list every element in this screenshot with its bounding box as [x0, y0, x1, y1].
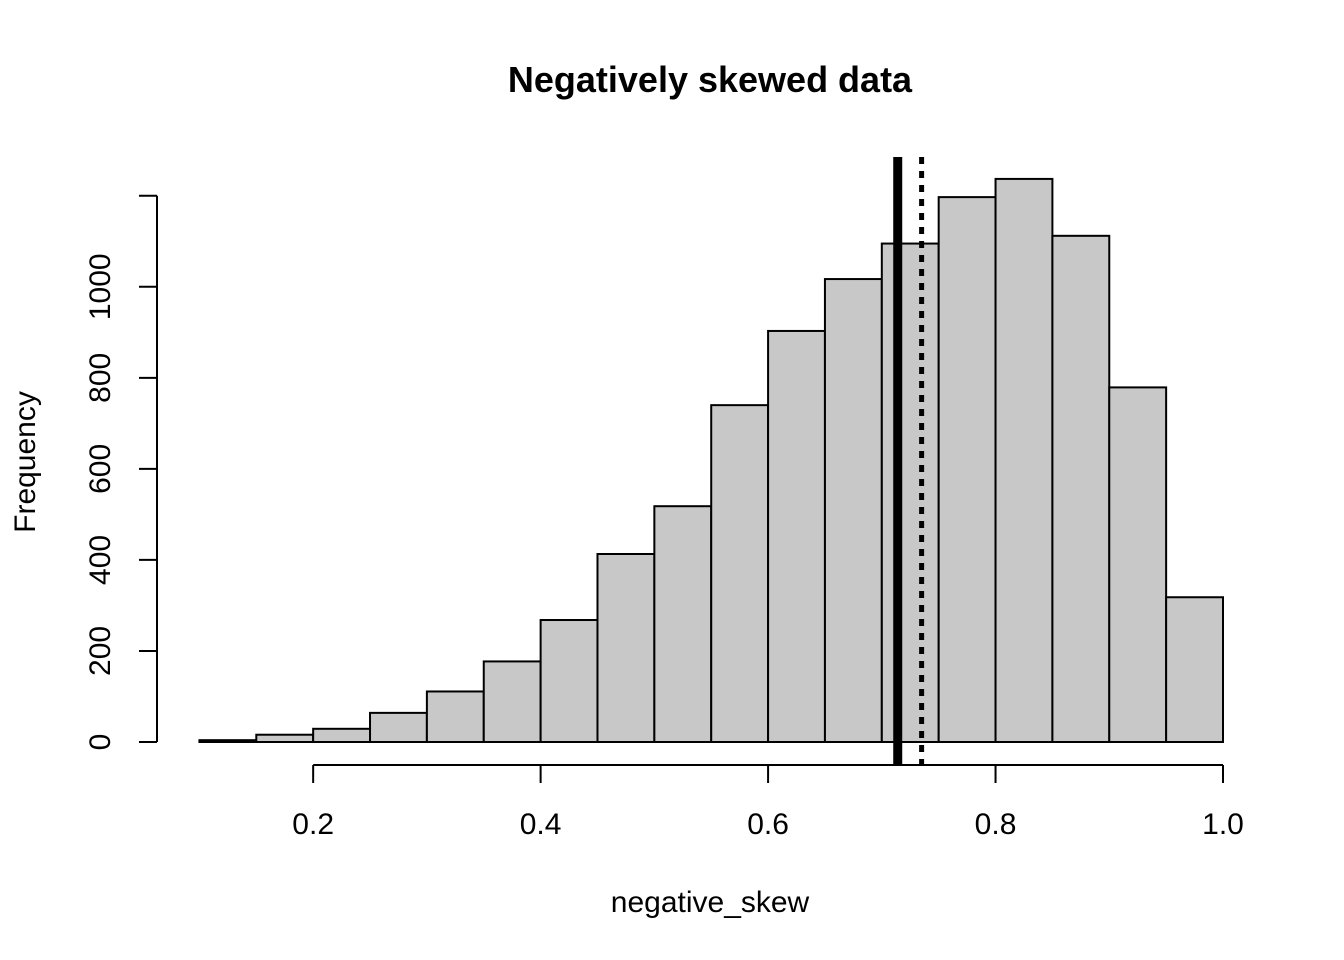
- histogram-bar: [312, 727, 372, 743]
- y-axis: 0 200 400 600 800 1000: [84, 194, 158, 751]
- histogram-bar: [937, 196, 997, 743]
- histogram-bar: [823, 278, 883, 743]
- y-tick-label: 0: [84, 734, 117, 751]
- x-axis: 0.2 0.4 0.6 0.8 1.0: [292, 764, 1244, 841]
- histogram-bar: [653, 505, 713, 743]
- x-tick-label: 0.2: [292, 808, 334, 841]
- histogram-bar: [1165, 596, 1225, 743]
- y-tick-label: 400: [84, 535, 117, 585]
- histogram-bar: [880, 242, 940, 743]
- histogram-bar: [1108, 386, 1168, 743]
- reference-lines: [893, 157, 925, 765]
- chart-title: Negatively skewed data: [508, 59, 913, 100]
- histogram-bar: [369, 711, 428, 743]
- x-tick-label: 1.0: [1202, 808, 1244, 841]
- x-tick-label: 0.4: [520, 808, 562, 841]
- y-tick-label: 600: [84, 444, 117, 494]
- histogram-bar: [596, 553, 656, 743]
- histogram-bar: [1051, 234, 1111, 743]
- y-tick-label: 1000: [84, 253, 117, 320]
- histogram-bar: [994, 177, 1054, 743]
- y-tick-label: 800: [84, 353, 117, 403]
- histogram-bar: [539, 619, 599, 744]
- y-axis-label: Frequency: [9, 391, 42, 533]
- histogram-bar: [767, 329, 826, 743]
- histogram-bar: [482, 660, 542, 744]
- y-tick-label: 200: [84, 626, 117, 676]
- histogram-bar: [255, 733, 315, 743]
- histogram-bar: [710, 404, 770, 743]
- histogram-bar: [198, 739, 258, 743]
- histogram-bars: [198, 177, 1225, 744]
- x-axis-label: negative_skew: [611, 886, 810, 919]
- x-tick-label: 0.8: [975, 808, 1017, 841]
- histogram-bar: [425, 690, 485, 743]
- x-tick-label: 0.6: [747, 808, 789, 841]
